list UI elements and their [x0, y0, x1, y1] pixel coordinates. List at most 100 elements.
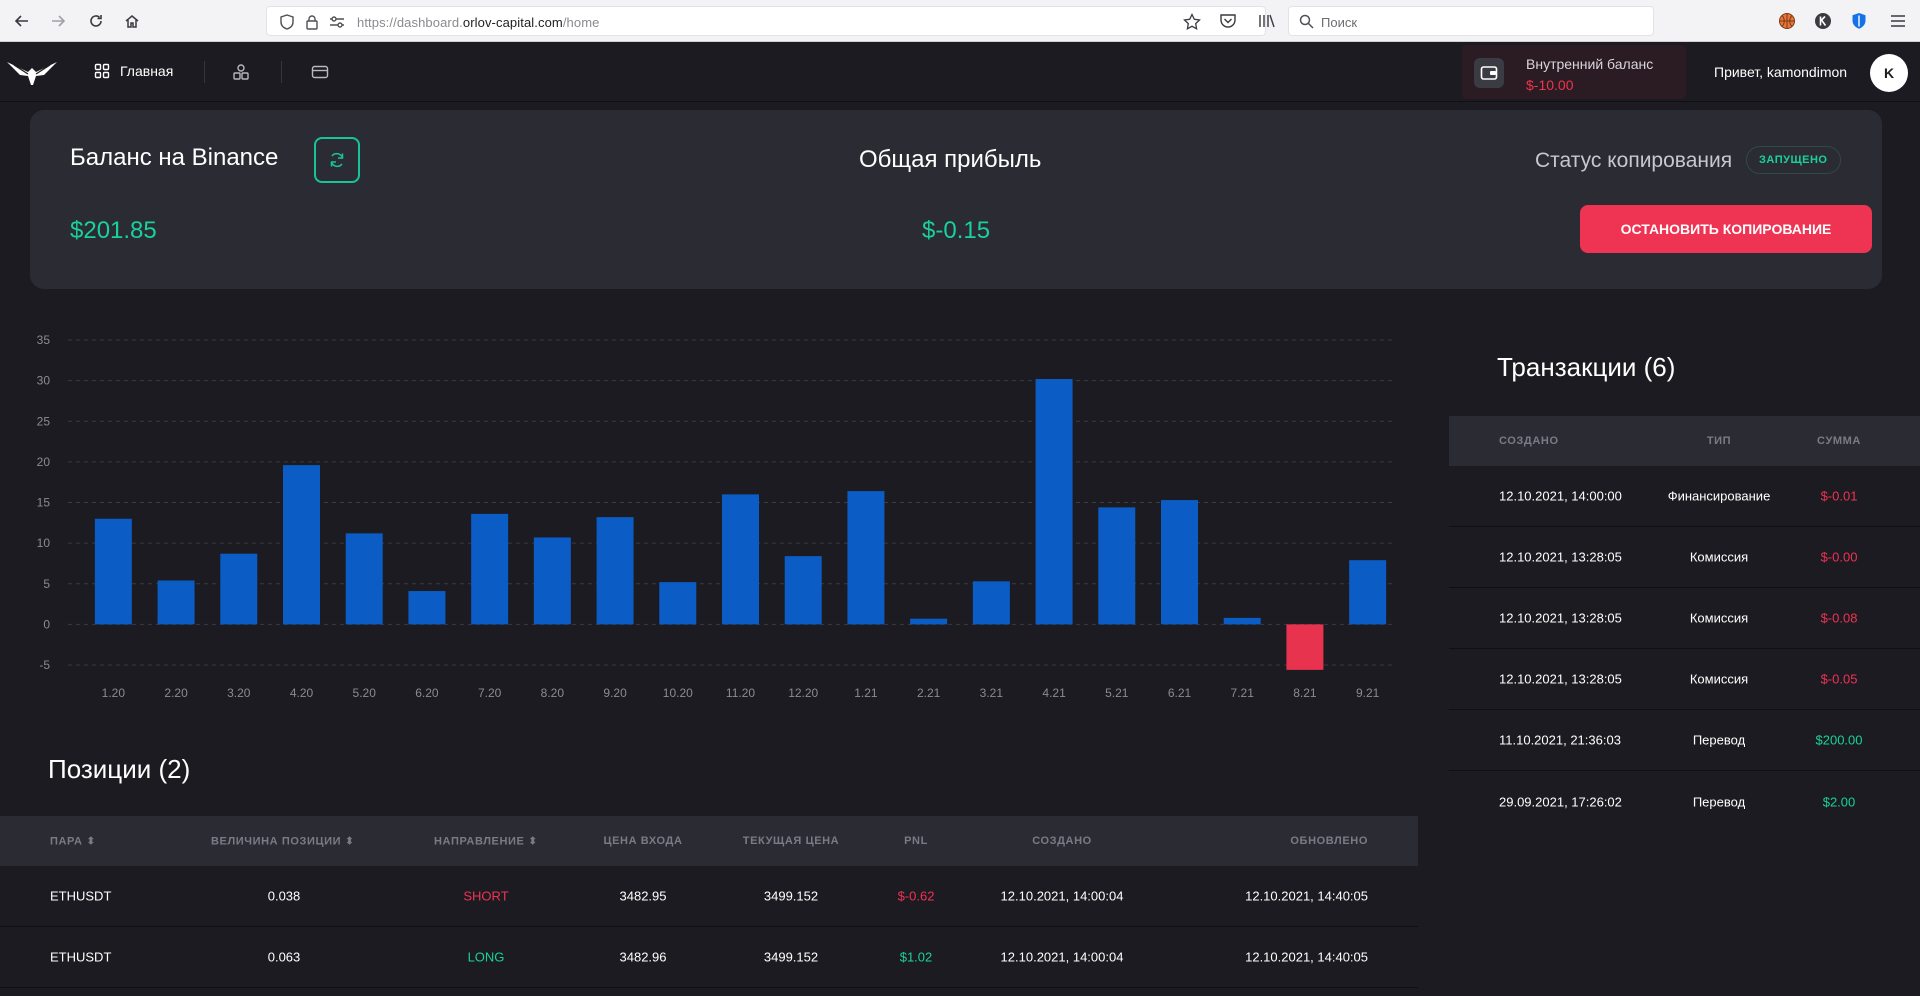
table-row[interactable]: 12.10.2021, 13:28:05 Комиссия $-0.05 — [1449, 649, 1920, 710]
y-tick-label: 0 — [43, 617, 50, 631]
nav-card-icon[interactable] — [311, 64, 329, 85]
table-row[interactable]: 12.10.2021, 14:00:00 Финансирование $-0.… — [1449, 466, 1920, 527]
chart-bar[interactable] — [972, 581, 1010, 625]
x-tick-label: 7.21 — [1231, 686, 1255, 700]
chart-bar[interactable] — [659, 582, 697, 625]
x-tick-label: 4.21 — [1042, 686, 1066, 700]
x-tick-label: 4.20 — [290, 686, 314, 700]
chart-bar[interactable] — [1035, 379, 1073, 625]
col-direction-header[interactable]: НАПРАВЛЕНИЕ ⬍ — [434, 835, 538, 848]
positions-title: Позиции (2) — [48, 754, 191, 784]
pnl-cell: $-0.62 — [897, 888, 935, 904]
avatar[interactable]: K — [1870, 54, 1908, 92]
chart-svg: 35 30 25 20 15 10 5 0 -5 1.20 2.20 3.20 4.20 5.20 6.20… — [37, 333, 1395, 700]
pocket-icon[interactable] — [1216, 9, 1240, 33]
refresh-button[interactable] — [314, 137, 360, 183]
x-tick-label: 3.21 — [980, 686, 1004, 700]
chart-bar[interactable] — [94, 518, 132, 625]
table-row[interactable]: ETHUSDT 0.063 LONG 3482.96 3499.152 $1.0… — [0, 927, 1418, 988]
pnl-cell: $1.02 — [899, 949, 933, 965]
address-bar[interactable]: https://dashboard.orlov-capital.com/home — [266, 6, 1266, 36]
chart-bar[interactable] — [1098, 507, 1136, 625]
x-tick-label: 11.20 — [726, 686, 755, 700]
shield-icon[interactable] — [279, 14, 295, 35]
table-row[interactable]: 12.10.2021, 13:28:05 Комиссия $-0.08 — [1449, 588, 1920, 649]
chart-bar[interactable] — [1161, 500, 1198, 625]
y-tick-label: 5 — [43, 577, 50, 591]
menu-hamburger-icon[interactable] — [1886, 9, 1910, 33]
extension-shield-icon[interactable] — [1847, 9, 1871, 33]
chart-bar[interactable] — [1349, 560, 1387, 625]
x-tick-label: 9.21 — [1356, 686, 1380, 700]
back-arrow-icon[interactable] — [10, 9, 34, 33]
chart-bar[interactable] — [283, 465, 320, 625]
table-row[interactable]: 11.10.2021, 21:36:03 Перевод $200.00 — [1449, 710, 1920, 771]
chart-bar[interactable] — [533, 537, 571, 625]
chart-bar[interactable] — [157, 580, 195, 625]
tx-amount-cell: $-0.08 — [1820, 610, 1858, 626]
chart-bar[interactable] — [220, 553, 258, 625]
x-tick-label: 2.20 — [164, 686, 188, 700]
table-row[interactable]: 12.10.2021, 13:28:05 Комиссия $-0.00 — [1449, 527, 1920, 588]
internal-balance-label: Внутренний баланс — [1526, 56, 1654, 72]
chart-bar[interactable] — [784, 556, 822, 625]
chart-bar[interactable] — [847, 491, 885, 625]
col-amount-header: СУММА — [1817, 435, 1861, 447]
size-cell: 0.063 — [267, 949, 301, 965]
browser-search-input[interactable]: Поиск — [1288, 6, 1654, 36]
tx-type-cell: Финансирование — [1667, 488, 1771, 504]
chart-bar[interactable] — [910, 618, 948, 625]
nav-shapes-icon[interactable] — [232, 63, 250, 86]
table-row[interactable]: 29.09.2021, 17:26:02 Перевод $2.00 — [1449, 771, 1920, 832]
table-row[interactable]: ETHUSDT 0.038 SHORT 3482.95 3499.152 $-0… — [0, 866, 1418, 927]
chart-bar[interactable] — [471, 513, 509, 625]
internal-balance-value: $-10.00 — [1526, 77, 1574, 93]
status-badge: ЗАПУЩЕНО — [1746, 146, 1841, 174]
direction-cell: SHORT — [463, 888, 509, 904]
created-cell: 12.10.2021, 14:00:04 — [1000, 949, 1124, 965]
nav-home-label: Главная — [120, 63, 174, 79]
total-profit-value: $-0.15 — [922, 217, 991, 244]
home-icon[interactable] — [120, 9, 144, 33]
chart-bar[interactable] — [596, 517, 634, 625]
extension-basketball-icon[interactable] — [1775, 9, 1799, 33]
forward-arrow-icon[interactable] — [46, 9, 70, 33]
library-icon[interactable] — [1255, 9, 1279, 33]
current-price-cell: 3499.152 — [763, 949, 819, 965]
col-size-header[interactable]: ВЕЛИЧИНА ПОЗИЦИИ ⬍ — [211, 835, 355, 848]
tx-type-cell: Комиссия — [1689, 549, 1749, 565]
nav-divider — [281, 61, 282, 83]
tx-type-cell: Комиссия — [1689, 671, 1749, 687]
col-current-header: ТЕКУЩАЯ ЦЕНА — [742, 835, 840, 847]
y-tick-label: 15 — [37, 496, 51, 510]
chart-bar[interactable] — [1286, 624, 1324, 670]
stop-copying-button[interactable]: ОСТАНОВИТЬ КОПИРОВАНИЕ — [1580, 205, 1872, 253]
lock-icon[interactable] — [305, 14, 319, 35]
col-pair-header[interactable]: ПАРА ⬍ — [50, 835, 97, 848]
x-tick-label: 1.20 — [102, 686, 126, 700]
y-tick-label: -5 — [39, 658, 50, 672]
chart-bar[interactable] — [722, 494, 759, 625]
total-profit-title: Общая прибыль — [859, 146, 1042, 173]
tx-amount-cell: $200.00 — [1815, 732, 1863, 748]
tx-created-cell: 29.09.2021, 17:26:02 — [1499, 794, 1622, 809]
permissions-icon[interactable] — [329, 15, 345, 34]
sort-icon: ⬍ — [86, 835, 97, 848]
chart-bar[interactable] — [1223, 617, 1261, 625]
extension-k-icon[interactable] — [1811, 9, 1835, 33]
transactions-table-header: СОЗДАНО ТИП СУММА — [1449, 416, 1920, 466]
url-text: https://dashboard.orlov-capital.com/home — [357, 15, 600, 30]
nav-home[interactable]: Главная — [94, 63, 173, 79]
y-tick-label: 30 — [37, 374, 51, 388]
nav-divider — [204, 61, 205, 83]
chart-bar[interactable] — [408, 591, 446, 625]
reload-icon[interactable] — [84, 9, 108, 33]
x-tick-label: 6.20 — [415, 686, 439, 700]
x-tick-label: 3.20 — [227, 686, 251, 700]
x-tick-label: 8.20 — [541, 686, 565, 700]
bookmark-star-icon[interactable] — [1183, 12, 1201, 36]
logo-eagle-icon[interactable] — [6, 59, 58, 94]
tx-created-cell: 12.10.2021, 13:28:05 — [1499, 671, 1622, 687]
chart-bar[interactable] — [345, 533, 383, 625]
internal-balance[interactable]: Внутренний баланс $-10.00 — [1462, 45, 1686, 99]
